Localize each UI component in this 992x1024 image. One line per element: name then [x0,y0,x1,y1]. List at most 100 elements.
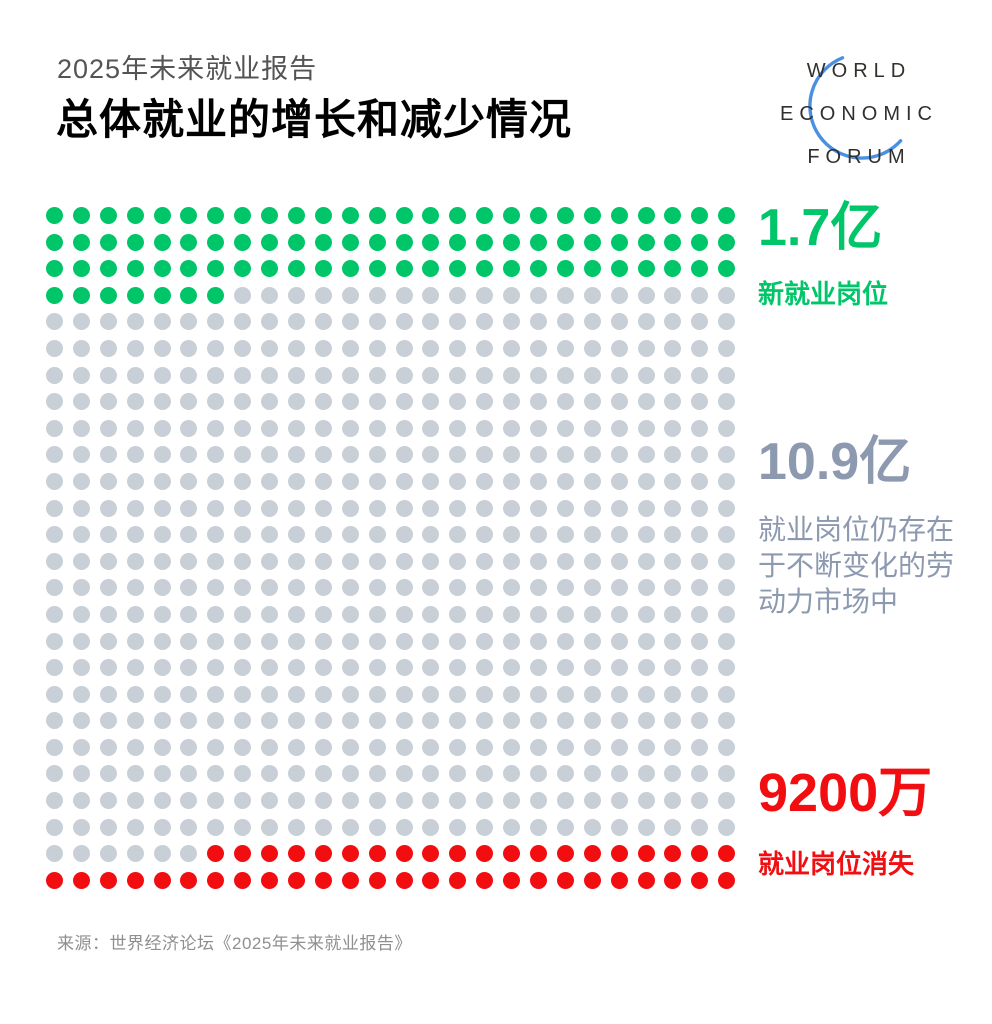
job-dot [153,605,171,623]
job-dot [449,526,467,544]
job-dot [180,526,198,544]
job-dot [556,286,574,304]
job-dot [583,472,601,490]
job-dot [691,233,709,251]
job-dot [476,393,494,411]
job-dot [637,526,655,544]
job-dot [556,499,574,517]
job-dot [556,845,574,863]
job-dot [530,632,548,650]
job-dot [368,526,386,544]
job-dot [368,685,386,703]
legend-existing-value: 10.9亿 [758,433,912,491]
job-dot [556,792,574,810]
job-dot [556,233,574,251]
job-dot [314,313,332,331]
job-dot [46,366,63,384]
job-dot [637,792,655,810]
job-dot [422,393,440,411]
job-dot [46,871,63,889]
job-dot [503,765,521,783]
job-dot [556,871,574,889]
job-dot [503,579,521,597]
job-dot [556,685,574,703]
job-dot [449,366,467,384]
job-dot [207,605,225,623]
job-dot [664,792,682,810]
job-dot [718,526,736,544]
job-dot [476,792,494,810]
job-dot [46,313,63,331]
job-dot [368,552,386,570]
job-dot [556,765,574,783]
job-dot [637,366,655,384]
job-dot [126,845,144,863]
job-dot [341,845,359,863]
job-dot [556,579,574,597]
job-dot [556,818,574,836]
legend-gained-value: 1.7亿 [758,199,883,257]
job-dot [476,446,494,464]
legend-lost-value: 9200万 [758,763,933,823]
job-dot [99,233,117,251]
job-dot [72,472,90,490]
job-dot [718,419,736,437]
job-dot [368,818,386,836]
job-dot [637,233,655,251]
job-dot [422,712,440,730]
job-dot [180,871,198,889]
job-dot [691,552,709,570]
job-dot [610,366,628,384]
job-dot [664,871,682,889]
job-dot [664,339,682,357]
job-dot [99,552,117,570]
job-dot [180,366,198,384]
job-dot [664,499,682,517]
job-dot [476,286,494,304]
job-dot [395,818,413,836]
job-dot [368,499,386,517]
job-dot [637,552,655,570]
job-dot [234,446,252,464]
job-dot [234,792,252,810]
job-dot [46,207,63,224]
job-dot [99,685,117,703]
job-dot [180,472,198,490]
job-dot [530,446,548,464]
job-dot [476,765,494,783]
job-dot [422,233,440,251]
job-dot [637,286,655,304]
job-dot [530,765,548,783]
page-title: 总体就业的增长和减少情况 [56,96,573,143]
job-dot [261,552,279,570]
job-dot [126,339,144,357]
job-dot [476,871,494,889]
job-dot [261,313,279,331]
job-dot [449,685,467,703]
job-dot [314,233,332,251]
job-dot [72,286,90,304]
job-dot [72,313,90,331]
job-dot [503,446,521,464]
wef-logo-line-2: ECONOMIC [780,103,938,125]
job-dot [530,499,548,517]
job-dot [691,738,709,756]
job-dot [341,871,359,889]
job-dot [422,499,440,517]
job-dot [153,499,171,517]
job-dot [314,446,332,464]
job-dot [583,845,601,863]
job-dot [610,313,628,331]
job-dot [664,605,682,623]
job-dot [288,472,306,490]
job-dot [449,659,467,677]
job-dot [610,632,628,650]
job-dot [99,738,117,756]
job-dot [314,207,332,224]
job-dot [718,339,736,357]
job-dot [314,845,332,863]
job-dot [207,579,225,597]
job-dot [368,313,386,331]
job-dot [126,738,144,756]
job-dot [718,366,736,384]
